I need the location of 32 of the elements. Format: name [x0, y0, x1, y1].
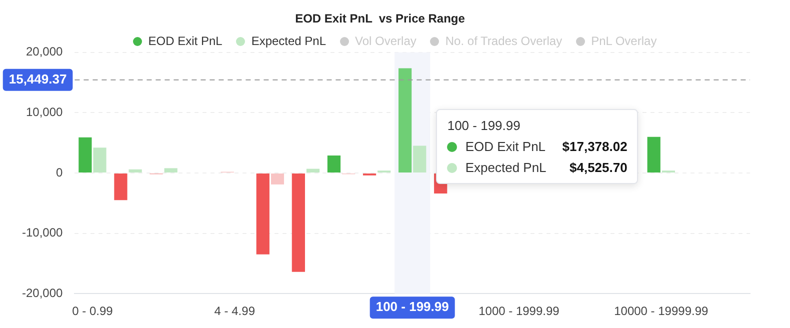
- x-tick-label: 1000 - 1999.99: [478, 304, 560, 318]
- bar: [398, 68, 412, 172]
- y-tick-label: -20,000: [22, 286, 64, 300]
- x-tick-label: 4 - 4.99: [214, 304, 256, 318]
- bar: [270, 174, 284, 184]
- bar: [306, 168, 320, 172]
- bar: [93, 148, 106, 172]
- y-tick-label: 0: [56, 165, 64, 180]
- annotation: $17,378.02: [562, 139, 628, 154]
- bar: [114, 174, 128, 200]
- bar: [164, 168, 178, 172]
- bar: [413, 146, 426, 172]
- x-tick-label: 100 - 199.99: [376, 299, 449, 314]
- bar: [256, 174, 270, 254]
- ref-line-label: 15,449.37: [8, 71, 67, 86]
- x-tick-label: 0 - 0.99: [72, 304, 114, 318]
- bar: [292, 174, 305, 272]
- legend-label: EOD Exit PnL: [465, 139, 546, 154]
- text: 100 - 199.99: [447, 118, 520, 133]
- chart-title: EOD Exit PnL vs Price Range: [295, 12, 466, 26]
- bar: [647, 136, 660, 172]
- bar: [78, 137, 92, 172]
- legend-label: Expected PnL: [465, 160, 546, 175]
- bar: [128, 169, 142, 172]
- text: EOD Exit PnL: [148, 34, 222, 48]
- y-tick-label: 10,000: [26, 105, 64, 120]
- y-tick-label: 20,000: [26, 44, 64, 59]
- annotation: $4,525.70: [570, 160, 628, 175]
- x-tick-label: 10000 - 19999.99: [614, 304, 709, 318]
- y-tick-label: -10,000: [22, 226, 64, 240]
- bar: [327, 156, 341, 172]
- text: Expected PnL: [251, 34, 326, 48]
